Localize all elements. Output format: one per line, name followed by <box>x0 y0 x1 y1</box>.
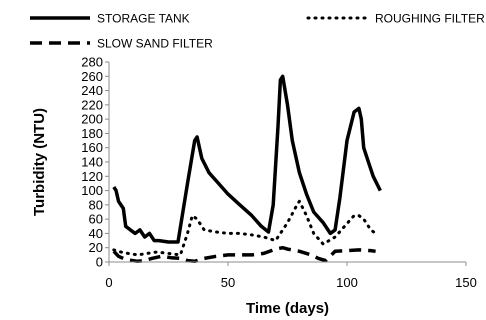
y-tick-label: 100 <box>81 183 103 198</box>
x-axis-ticks: 0 50 100 150 <box>105 262 477 290</box>
y-tick-label: 120 <box>81 169 103 184</box>
plot-area: 020406080100120140160180200220240260280 … <box>81 55 477 291</box>
series-line-roughing-filter <box>112 199 378 257</box>
x-tick-label: 150 <box>455 275 477 290</box>
y-tick-label: 180 <box>81 126 103 141</box>
series-layer <box>112 74 382 264</box>
x-tick-label: 100 <box>336 275 358 290</box>
y-tick-label: 220 <box>81 97 103 112</box>
x-tick-label: 0 <box>105 275 112 290</box>
x-axis-title: Time (days) <box>246 300 329 317</box>
y-tick-label: 140 <box>81 155 103 170</box>
y-tick-label: 160 <box>81 140 103 155</box>
legend: STORAGE TANK ROUGHING FILTER SLOW SAND FIL… <box>30 12 485 51</box>
legend-label-roughing-filter: ROUGHING FILTER <box>375 12 485 26</box>
y-tick-label: 60 <box>89 212 103 227</box>
y-tick-label: 20 <box>89 240 103 255</box>
y-axis-title: Turbidity (NTU) <box>31 108 48 216</box>
y-tick-label: 200 <box>81 112 103 127</box>
y-tick-label: 280 <box>81 55 103 70</box>
y-tick-label: 240 <box>81 83 103 98</box>
legend-label-slow-sand-filter: SLOW SAND FILTER <box>97 37 213 51</box>
series-line-storage-tank <box>112 74 382 244</box>
x-tick-label: 50 <box>221 275 235 290</box>
y-tick-label: 40 <box>89 226 103 241</box>
series-line-slow-sand-filter <box>112 245 376 264</box>
y-tick-label: 80 <box>89 197 103 212</box>
y-tick-label: 260 <box>81 69 103 84</box>
legend-label-storage-tank: STORAGE TANK <box>97 12 190 26</box>
y-tick-label: 0 <box>96 255 103 270</box>
